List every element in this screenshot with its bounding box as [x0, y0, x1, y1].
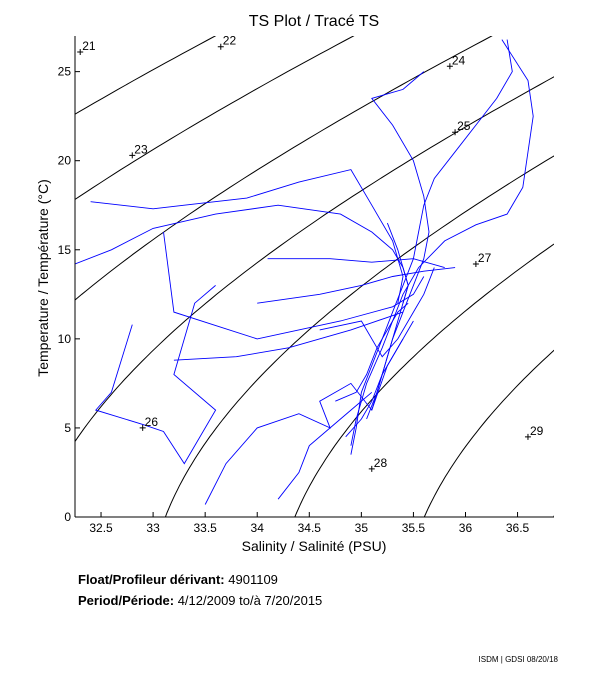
contour-marker-27 — [472, 261, 479, 268]
contour-marker-28 — [368, 465, 375, 472]
y-axis-label: Temperature / Température (°C) — [35, 179, 51, 377]
profile-line-14 — [335, 302, 409, 402]
y-tick-label: 20 — [58, 154, 72, 168]
period-value: 4/12/2009 to/à 7/20/2015 — [177, 593, 323, 608]
profile-line-5 — [90, 169, 404, 304]
contour-marker-29 — [524, 433, 531, 440]
contour-marker-22 — [217, 43, 224, 50]
contour-label-27: 27 — [478, 251, 492, 265]
contour-marker-25 — [452, 129, 459, 136]
x-tick-label: 33.5 — [193, 521, 217, 535]
density-contour-23 — [75, 36, 493, 301]
y-tick-label: 0 — [64, 510, 71, 524]
plot-area — [75, 36, 554, 517]
x-tick-label: 32.5 — [89, 521, 113, 535]
contour-label-25: 25 — [457, 119, 471, 133]
x-tick-label: 35 — [355, 521, 369, 535]
x-tick-label: 34.5 — [298, 521, 322, 535]
period-label: Period/Période: — [78, 593, 175, 608]
float-info: Float/Profileur dérivant: 4901109 — [78, 572, 278, 587]
y-tick-label: 10 — [58, 332, 72, 346]
period-info: Period/Période: 4/12/2009 to/à 7/20/2015 — [78, 593, 322, 608]
contour-label-22: 22 — [223, 34, 237, 48]
chart-title: TS Plot / Tracé TS — [249, 13, 379, 30]
profile-line-3 — [371, 71, 430, 411]
density-contour-28 — [553, 515, 554, 517]
density-contour-27 — [423, 349, 554, 517]
profile-line-13 — [319, 267, 435, 358]
contour-marker-23 — [129, 152, 136, 159]
contour-marker-21 — [77, 49, 84, 56]
x-tick-label: 36.5 — [506, 521, 530, 535]
contour-label-26: 26 — [145, 415, 159, 429]
plot-layer: 21 22 23 24 25 26 27 28 29 32.5 33 33.5 34 34.5 35 35.5… — [58, 34, 554, 535]
profile-line-7 — [163, 231, 425, 340]
profile-line-9 — [204, 338, 404, 505]
x-tick-label: 33 — [146, 521, 160, 535]
profile-line-6 — [95, 285, 217, 465]
contour-label-21: 21 — [82, 39, 96, 53]
density-contour-24 — [75, 76, 554, 443]
contour-label-23: 23 — [134, 142, 148, 156]
profile-line-10 — [257, 267, 456, 304]
footer-credit: ISDM | GDSI 08/20/18 — [478, 655, 558, 664]
profile-line-2 — [350, 39, 513, 455]
x-tick-label: 34 — [251, 521, 265, 535]
contour-marker-26 — [139, 424, 146, 431]
float-value: 4901109 — [228, 572, 278, 587]
contour-label-29: 29 — [530, 424, 544, 438]
contour-label-28: 28 — [374, 456, 388, 470]
density-contour-22 — [75, 36, 355, 201]
x-tick-label: 35.5 — [402, 521, 426, 535]
density-contour-26 — [294, 243, 554, 517]
y-tick-label: 25 — [58, 65, 72, 79]
profile-line-11 — [277, 391, 373, 500]
profile-line-12 — [267, 258, 445, 269]
density-contour-25 — [164, 155, 554, 517]
y-tick-label: 5 — [64, 421, 71, 435]
profile-line-8 — [173, 311, 404, 361]
profile-line-16 — [366, 222, 409, 420]
profile-line-1 — [350, 39, 534, 446]
float-label: Float/Profileur dérivant: — [78, 572, 225, 587]
x-axis-label: Salinity / Salinité (PSU) — [242, 538, 387, 554]
density-contour-21 — [75, 36, 217, 115]
contour-label-24: 24 — [452, 53, 466, 67]
contour-marker-24 — [446, 63, 453, 70]
y-tick-label: 15 — [58, 243, 72, 257]
x-tick-label: 36 — [459, 521, 473, 535]
